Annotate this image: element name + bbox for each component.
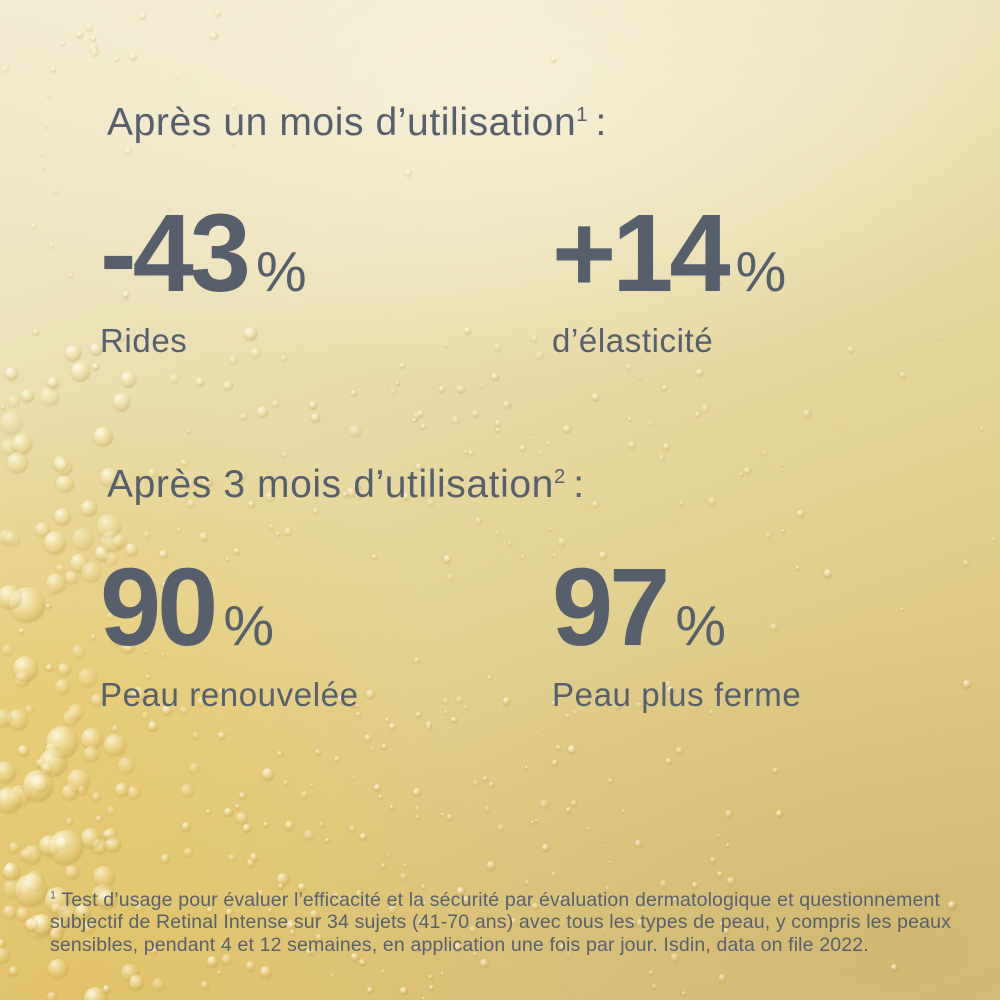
stat-elasticity: +14% d’élasticité xyxy=(552,192,787,360)
heading-superscript: 1 xyxy=(576,104,588,126)
stat-figure: 97% xyxy=(552,546,801,669)
heading-colon: : xyxy=(573,463,585,506)
stat-label: d’élasticité xyxy=(552,322,714,359)
percent-sign: % xyxy=(675,594,727,658)
stat-figure: -43% xyxy=(100,192,307,315)
stat-label: Peau plus ferme xyxy=(552,676,802,713)
stat-label: Peau renouvelée xyxy=(100,676,359,713)
heading-text: Après 3 mois d’utilisation xyxy=(107,463,554,506)
stat-figure: +14% xyxy=(552,192,787,315)
heading-colon: : xyxy=(595,101,607,144)
footnote-text: Test d’usage pour évaluer l’efficacité e… xyxy=(50,888,952,957)
stat-value: 90 xyxy=(100,546,218,669)
section-two-heading: Après 3 mois d’utilisation2: xyxy=(107,463,585,507)
heading-text: Après un mois d’utilisation xyxy=(107,101,577,144)
footnote: 1 Test d’usage pour évaluer l’efficacité… xyxy=(50,889,962,957)
stat-label: Rides xyxy=(100,322,188,359)
percent-sign: % xyxy=(735,240,787,304)
percent-sign: % xyxy=(223,594,275,658)
stat-value: -43 xyxy=(100,192,251,315)
footnote-superscript: 1 xyxy=(50,889,57,901)
stat-figure: 90% xyxy=(100,546,359,669)
heading-superscript: 2 xyxy=(553,466,566,488)
stat-value: +14 xyxy=(552,192,731,315)
stat-wrinkles: -43% Rides xyxy=(100,192,307,360)
stat-value: 97 xyxy=(552,546,670,669)
section-one-heading: Après un mois d’utilisation1: xyxy=(107,101,607,145)
stat-skin-renewed: 90% Peau renouvelée xyxy=(100,546,359,714)
stat-skin-firmer: 97% Peau plus ferme xyxy=(552,546,802,714)
percent-sign: % xyxy=(255,240,307,304)
